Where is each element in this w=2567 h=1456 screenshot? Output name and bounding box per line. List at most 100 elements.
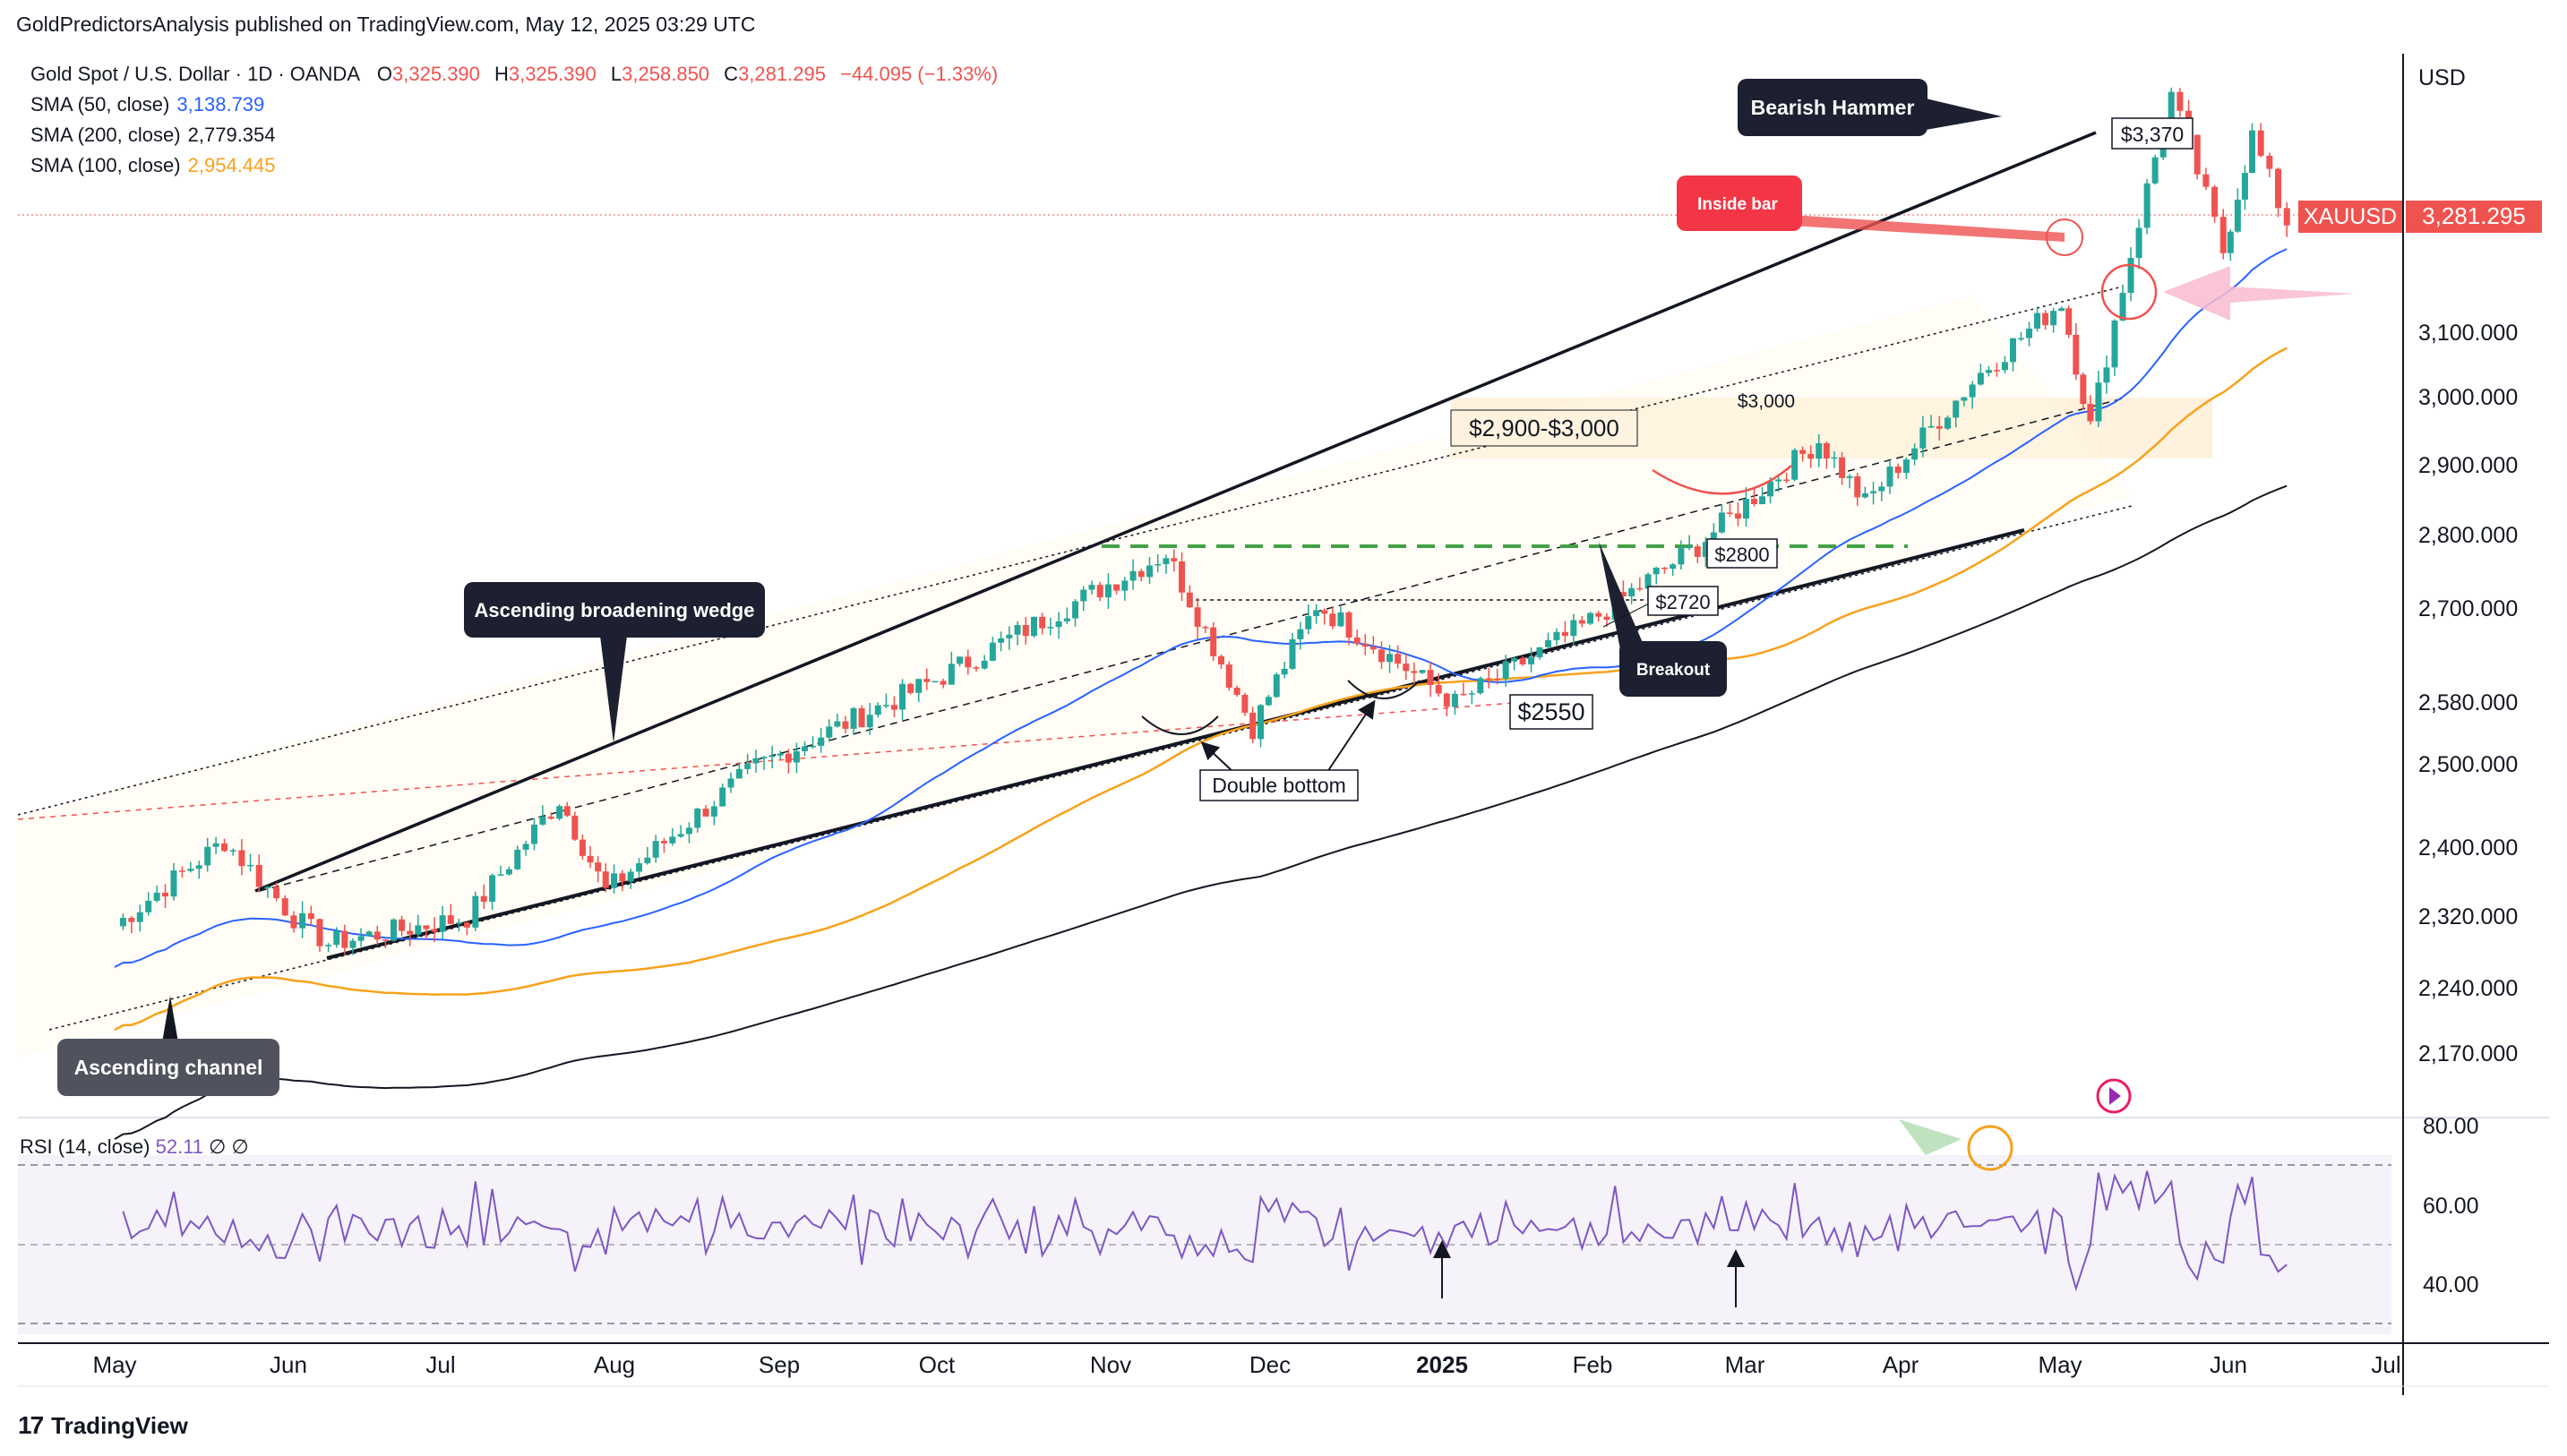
candle [1113,584,1120,595]
candle [2058,306,2065,312]
svg-text:2,900.000: 2,900.000 [2418,453,2518,478]
candle [2103,355,2110,394]
candle [1502,655,1509,688]
candle [1194,597,1201,639]
time-scale[interactable]: May Jun Jul Aug Sep Oct Nov Dec 2025 Feb… [92,1351,2400,1378]
price-scale[interactable]: USD 3,100.000 3,000.000 2,900.000 2,800.… [2418,65,2518,1298]
candle [2151,154,2159,185]
candle [611,864,618,894]
candle [2227,229,2234,261]
candle [2095,370,2102,427]
candle [973,665,980,672]
candle [539,805,546,826]
sma100-line [114,347,2288,1032]
candle [1846,474,1853,489]
candle [2266,152,2273,177]
candle [1595,611,1602,622]
candle [273,882,280,902]
candle [1178,552,1185,602]
candle [1241,692,1249,716]
candle [744,753,751,775]
candle [752,749,760,773]
rsi-legend: RSI (14, close) 52.11 ∅ ∅ [20,1135,249,1158]
candle [2283,201,2290,237]
candle [1854,472,1861,506]
candle [719,784,726,807]
candle [1072,599,1079,627]
wedge-lower-line [326,528,2025,960]
candle [1258,704,1265,748]
price-label-3370: $3,370 [2111,117,2194,150]
candle [505,866,512,877]
candle [1985,365,1992,377]
candle [439,906,446,939]
candle [333,927,340,948]
candle [1353,630,1361,647]
candle [801,741,808,757]
svg-text:Jun: Jun [270,1351,307,1378]
candle [998,631,1005,652]
candle [1321,608,1328,625]
candle [1751,487,1758,507]
tradingview-brand[interactable]: 17 TradingView [18,1411,188,1439]
candle [1807,445,1815,468]
svg-text:XAUUSD: XAUUSD [2304,204,2397,229]
candle [316,918,323,952]
candle [119,913,126,930]
candle [2257,123,2264,158]
candle [1886,461,1893,494]
candle [153,885,160,903]
candle [1902,457,1910,479]
svg-text:2,580.000: 2,580.000 [2418,690,2518,715]
candle [514,845,521,870]
candle [264,886,271,898]
candle [2042,310,2049,330]
candle [307,905,314,926]
candle [1403,653,1410,681]
svg-text:3,281.295: 3,281.295 [2422,202,2526,229]
candle [627,868,634,889]
candle [489,873,496,911]
candle [1694,544,1701,563]
svg-text:Jul: Jul [2371,1351,2400,1378]
tradingview-logo-icon: 17 [18,1411,44,1439]
candle [1678,540,1685,570]
price-label-3000: $3,000 [1738,391,1795,412]
candle [694,808,701,833]
candle [579,835,586,861]
candle [1742,487,1749,527]
candle [1210,621,1217,661]
svg-text:2,700.000: 2,700.000 [2418,596,2518,621]
candle [989,637,996,662]
candle [238,838,245,876]
candle [965,649,972,675]
candle [1519,655,1526,666]
candle [1993,362,2000,377]
svg-text:$2550: $2550 [1517,698,1584,725]
candle [1014,621,1021,646]
sma200-line [114,484,2288,1141]
candle [357,928,365,947]
sma100-legend: SMA (100, close) 2,954.445 [30,154,276,176]
candle [1451,690,1458,715]
candle [727,772,734,793]
double-bottom-label: Double bottom [1199,769,1359,801]
candle [556,804,563,821]
candle [685,822,692,844]
candle [1121,577,1129,601]
cup-arc [1652,465,1792,495]
candle [128,915,135,934]
svg-text:3,000.000: 3,000.000 [2418,385,2518,410]
svg-text:40.00: 40.00 [2423,1272,2479,1298]
candle [1443,692,1450,716]
candle [2009,338,2016,372]
candle [1861,486,1868,499]
svg-text:$2800: $2800 [1714,544,1769,566]
channel-callout: Ascending channel [57,1039,279,1096]
replay-icon[interactable] [2096,1078,2132,1114]
candle [136,904,143,932]
candle [1146,557,1153,584]
candle [1919,415,1927,458]
candle [793,742,800,774]
